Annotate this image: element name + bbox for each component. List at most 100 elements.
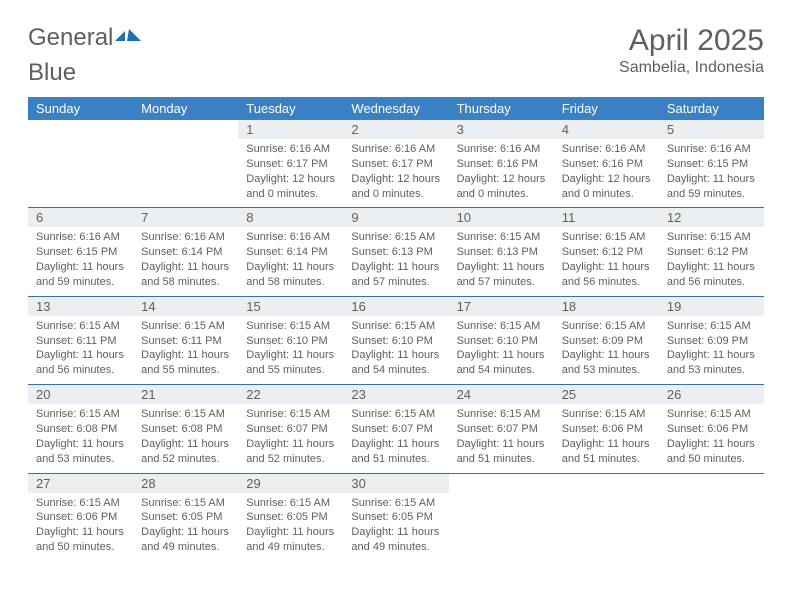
day-number-cell: 16 — [343, 296, 448, 316]
logo-flag-icon — [115, 24, 141, 52]
day-number-cell: 6 — [28, 208, 133, 228]
location-label: Sambelia, Indonesia — [619, 59, 764, 77]
day-content-cell: Sunrise: 6:16 AMSunset: 6:16 PMDaylight:… — [554, 139, 659, 208]
day-number-cell: 17 — [449, 296, 554, 316]
day-number-row: 6789101112 — [28, 208, 764, 228]
sunset-text: Sunset: 6:08 PM — [36, 422, 125, 437]
day-content-row: Sunrise: 6:15 AMSunset: 6:08 PMDaylight:… — [28, 404, 764, 473]
day-number-cell — [659, 473, 764, 493]
sunset-text: Sunset: 6:07 PM — [351, 422, 440, 437]
day-content-cell: Sunrise: 6:16 AMSunset: 6:15 PMDaylight:… — [28, 227, 133, 296]
day-number-cell: 1 — [238, 120, 343, 139]
day-content-cell — [554, 493, 659, 561]
daylight-text: and 49 minutes. — [351, 540, 440, 555]
day-content-cell: Sunrise: 6:15 AMSunset: 6:10 PMDaylight:… — [343, 316, 448, 385]
day-content-cell: Sunrise: 6:15 AMSunset: 6:12 PMDaylight:… — [659, 227, 764, 296]
sunrise-text: Sunrise: 6:15 AM — [246, 407, 335, 422]
day-number-cell: 22 — [238, 385, 343, 405]
daylight-text: and 51 minutes. — [562, 452, 651, 467]
sunrise-text: Sunrise: 6:16 AM — [36, 230, 125, 245]
daylight-text: Daylight: 11 hours — [667, 172, 756, 187]
day-content-cell: Sunrise: 6:15 AMSunset: 6:11 PMDaylight:… — [28, 316, 133, 385]
day-number-cell: 14 — [133, 296, 238, 316]
daylight-text: Daylight: 11 hours — [141, 525, 230, 540]
sunrise-text: Sunrise: 6:15 AM — [351, 319, 440, 334]
daylight-text: Daylight: 12 hours — [351, 172, 440, 187]
sunrise-text: Sunrise: 6:15 AM — [667, 319, 756, 334]
weekday-header: Thursday — [449, 97, 554, 120]
daylight-text: Daylight: 11 hours — [36, 348, 125, 363]
day-content-cell: Sunrise: 6:16 AMSunset: 6:16 PMDaylight:… — [449, 139, 554, 208]
day-number-row: 13141516171819 — [28, 296, 764, 316]
day-content-cell: Sunrise: 6:15 AMSunset: 6:06 PMDaylight:… — [554, 404, 659, 473]
daylight-text: and 55 minutes. — [141, 363, 230, 378]
daylight-text: and 59 minutes. — [667, 187, 756, 202]
sunrise-text: Sunrise: 6:15 AM — [667, 230, 756, 245]
daylight-text: Daylight: 11 hours — [562, 260, 651, 275]
daylight-text: and 54 minutes. — [457, 363, 546, 378]
daylight-text: Daylight: 11 hours — [351, 260, 440, 275]
day-content-cell — [659, 493, 764, 561]
daylight-text: and 56 minutes. — [667, 275, 756, 290]
daylight-text: and 56 minutes. — [562, 275, 651, 290]
sunrise-text: Sunrise: 6:15 AM — [141, 496, 230, 511]
sunset-text: Sunset: 6:06 PM — [562, 422, 651, 437]
day-number-cell — [28, 120, 133, 139]
day-details: Sunrise: 6:15 AMSunset: 6:07 PMDaylight:… — [457, 407, 546, 466]
sunrise-text: Sunrise: 6:15 AM — [141, 319, 230, 334]
day-number-cell: 28 — [133, 473, 238, 493]
day-number-cell: 3 — [449, 120, 554, 139]
day-content-cell: Sunrise: 6:16 AMSunset: 6:17 PMDaylight:… — [238, 139, 343, 208]
day-content-row: Sunrise: 6:16 AMSunset: 6:17 PMDaylight:… — [28, 139, 764, 208]
day-number-cell: 13 — [28, 296, 133, 316]
daylight-text: and 0 minutes. — [457, 187, 546, 202]
day-number-cell — [554, 473, 659, 493]
day-number-cell: 30 — [343, 473, 448, 493]
sunrise-text: Sunrise: 6:15 AM — [457, 230, 546, 245]
day-content-row: Sunrise: 6:15 AMSunset: 6:11 PMDaylight:… — [28, 316, 764, 385]
weekday-header: Monday — [133, 97, 238, 120]
day-details: Sunrise: 6:15 AMSunset: 6:10 PMDaylight:… — [457, 319, 546, 378]
daylight-text: and 53 minutes. — [667, 363, 756, 378]
day-details: Sunrise: 6:15 AMSunset: 6:09 PMDaylight:… — [667, 319, 756, 378]
day-content-cell: Sunrise: 6:16 AMSunset: 6:17 PMDaylight:… — [343, 139, 448, 208]
daylight-text: Daylight: 11 hours — [36, 525, 125, 540]
day-content-cell: Sunrise: 6:15 AMSunset: 6:10 PMDaylight:… — [449, 316, 554, 385]
sunset-text: Sunset: 6:12 PM — [562, 245, 651, 260]
daylight-text: and 59 minutes. — [36, 275, 125, 290]
sunrise-text: Sunrise: 6:15 AM — [457, 319, 546, 334]
sunset-text: Sunset: 6:16 PM — [562, 157, 651, 172]
day-number-cell: 26 — [659, 385, 764, 405]
day-number-cell: 7 — [133, 208, 238, 228]
logo-text-general: General — [28, 24, 113, 52]
day-content-cell: Sunrise: 6:15 AMSunset: 6:07 PMDaylight:… — [449, 404, 554, 473]
sunset-text: Sunset: 6:13 PM — [351, 245, 440, 260]
daylight-text: Daylight: 11 hours — [141, 437, 230, 452]
calendar-table: Sunday Monday Tuesday Wednesday Thursday… — [28, 97, 764, 561]
day-content-cell: Sunrise: 6:16 AMSunset: 6:14 PMDaylight:… — [133, 227, 238, 296]
day-content-cell: Sunrise: 6:15 AMSunset: 6:08 PMDaylight:… — [28, 404, 133, 473]
daylight-text: Daylight: 11 hours — [351, 348, 440, 363]
daylight-text: Daylight: 12 hours — [562, 172, 651, 187]
day-content-cell: Sunrise: 6:15 AMSunset: 6:05 PMDaylight:… — [343, 493, 448, 561]
daylight-text: and 58 minutes. — [141, 275, 230, 290]
sunset-text: Sunset: 6:15 PM — [36, 245, 125, 260]
daylight-text: Daylight: 11 hours — [36, 260, 125, 275]
sunrise-text: Sunrise: 6:15 AM — [667, 407, 756, 422]
day-number-cell: 4 — [554, 120, 659, 139]
day-number-cell — [449, 473, 554, 493]
sunrise-text: Sunrise: 6:16 AM — [457, 142, 546, 157]
daylight-text: Daylight: 11 hours — [36, 437, 125, 452]
sunrise-text: Sunrise: 6:15 AM — [562, 407, 651, 422]
sunrise-text: Sunrise: 6:16 AM — [562, 142, 651, 157]
day-number-cell: 11 — [554, 208, 659, 228]
sunrise-text: Sunrise: 6:15 AM — [246, 496, 335, 511]
day-details: Sunrise: 6:15 AMSunset: 6:06 PMDaylight:… — [36, 496, 125, 555]
day-details: Sunrise: 6:15 AMSunset: 6:07 PMDaylight:… — [246, 407, 335, 466]
day-number-cell: 21 — [133, 385, 238, 405]
day-content-cell: Sunrise: 6:15 AMSunset: 6:10 PMDaylight:… — [238, 316, 343, 385]
sunrise-text: Sunrise: 6:15 AM — [36, 407, 125, 422]
daylight-text: and 57 minutes. — [351, 275, 440, 290]
day-details: Sunrise: 6:16 AMSunset: 6:17 PMDaylight:… — [246, 142, 335, 201]
daylight-text: Daylight: 12 hours — [457, 172, 546, 187]
